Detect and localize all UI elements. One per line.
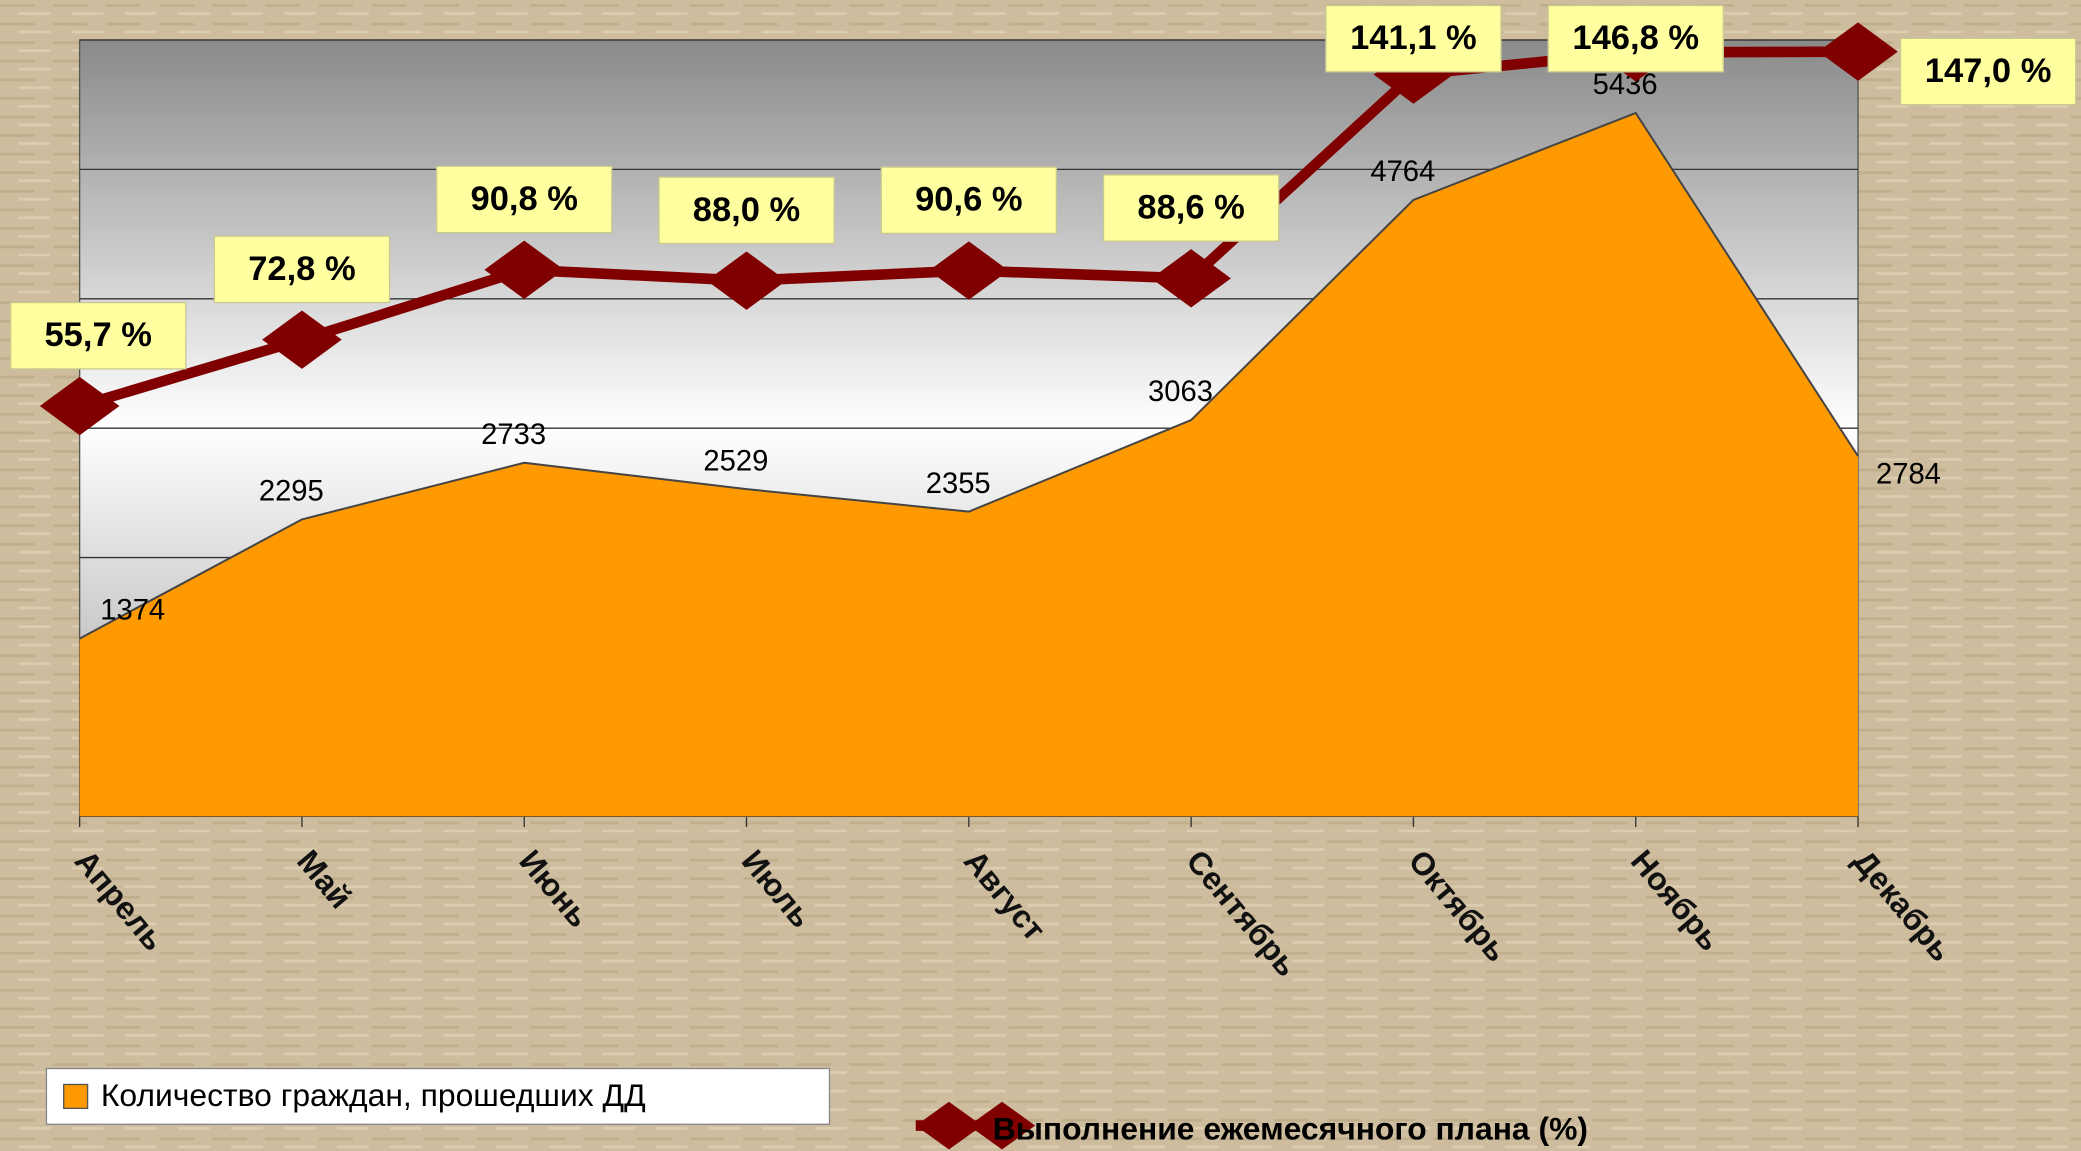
data-label: 2784 — [1876, 459, 1941, 491]
data-label: 2529 — [703, 445, 768, 477]
data-label: 146,8 % — [1572, 19, 1699, 57]
data-label: 1374 — [100, 595, 165, 627]
data-label: 3063 — [1148, 376, 1213, 408]
data-label: 141,1 % — [1350, 19, 1477, 57]
data-label: 5436 — [1593, 69, 1658, 101]
data-label: 2733 — [481, 419, 546, 451]
data-label-box — [1899, 37, 2077, 106]
data-label-box — [1547, 4, 1724, 73]
data-label-box — [213, 235, 391, 304]
data-label-box — [1102, 174, 1280, 242]
legend-box — [45, 1067, 831, 1125]
data-label-box — [880, 166, 1058, 235]
data-label: 147,0 % — [1925, 52, 2052, 90]
data-label: 90,8 % — [471, 180, 578, 218]
legend-label: Количество граждан, прошедших ДД — [101, 1077, 646, 1113]
line-marker — [262, 310, 342, 369]
legend-label: Выполнение ежемесячного плана (%) — [993, 1110, 1588, 1146]
data-label-box — [658, 176, 835, 245]
data-label: 55,7 % — [44, 316, 151, 354]
line-marker — [1818, 22, 1898, 81]
data-label: 90,6 % — [915, 181, 1022, 219]
data-label: 88,0 % — [693, 191, 800, 229]
legend-swatch — [63, 1083, 89, 1110]
line-marker — [706, 251, 787, 310]
line-marker — [39, 376, 120, 436]
data-label: 2355 — [926, 468, 991, 500]
area-outline — [79, 111, 1859, 640]
area-fill — [79, 112, 1859, 817]
data-label-box — [435, 165, 613, 234]
data-label-box — [1325, 4, 1502, 73]
data-label: 88,6 % — [1137, 188, 1244, 226]
data-label: 72,8 % — [248, 250, 355, 288]
data-label: 4764 — [1370, 156, 1435, 188]
data-label: 2295 — [259, 476, 324, 508]
data-label-box — [9, 301, 187, 370]
line-marker — [484, 240, 565, 299]
line-marker — [1151, 249, 1231, 308]
legend-marker — [915, 1101, 1036, 1150]
